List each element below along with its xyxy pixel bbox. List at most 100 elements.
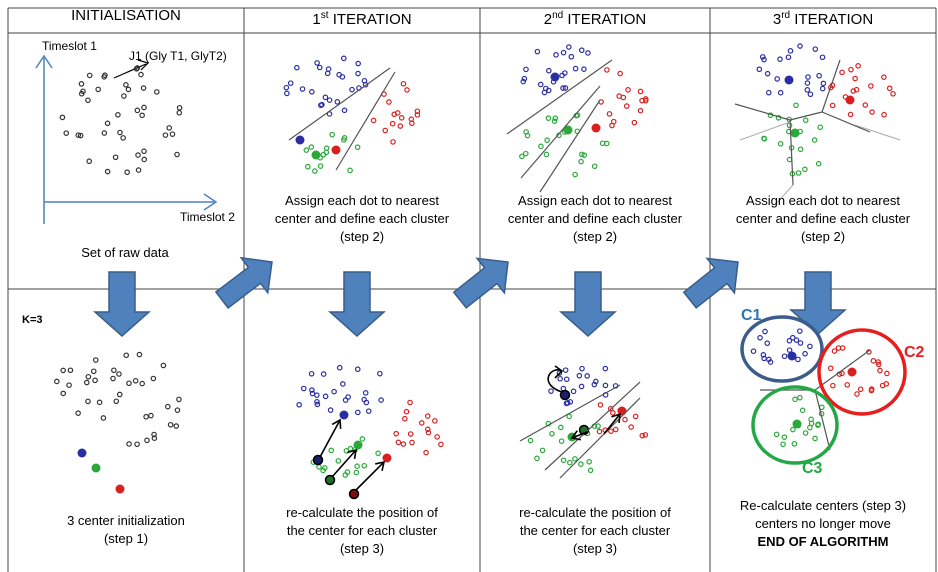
diagonal-block-arrow [214,256,273,310]
raw-data-point [67,367,74,374]
raw-data-point [160,362,167,369]
red-point [869,109,875,115]
block-arrows [93,256,847,338]
blue-point [797,340,804,346]
blue-point [320,371,327,377]
red-point [382,127,388,134]
blue-point [542,85,549,92]
cluster-boundary-line [734,103,791,121]
cluster-label-c1: C1 [741,307,762,324]
blue-point [520,78,527,85]
green-point [305,163,311,170]
header-iteration-2-sup: nd [552,10,564,21]
raw-data-point [110,375,116,382]
blue-point [296,401,302,408]
green-point [549,430,555,437]
blue-point [756,66,763,73]
blue-point [326,97,333,103]
red-point [391,111,398,118]
raw-data-point [59,114,66,121]
red-point [390,139,396,145]
red-point [857,386,864,393]
k-label: K=3 [22,314,43,326]
green-point [797,394,803,401]
cluster-boundary-line [814,349,871,391]
red-point [432,418,438,424]
red-point [400,441,407,447]
green-point [343,448,350,454]
raw-data-point [120,135,126,141]
cluster-center [77,448,87,458]
green-point [792,396,798,403]
blue-point [336,364,343,371]
red-point [835,345,842,351]
cluster-center [353,440,363,450]
blue-point [556,370,563,376]
red-point [628,424,634,430]
cluster-center [847,367,857,377]
raw-data-point [126,380,132,387]
blue-point [340,381,346,387]
table-grid [7,7,937,572]
green-point [793,102,799,109]
blue-point [797,43,803,49]
recalc-caption-it2-line1: re-calculate the position of [519,505,671,520]
red-point [847,111,854,118]
raw-data-point [75,132,82,138]
green-point [312,168,318,174]
red-point [625,87,631,93]
red-point [616,93,622,99]
raw-data-point [176,104,183,111]
blue-point [314,401,321,408]
raw-data-point [96,399,103,406]
recalc-caption-it2-line2: the center for each cluster [519,523,671,538]
blue-point [341,107,348,114]
green-point [799,407,806,414]
blue-point [562,85,569,91]
red-point [637,88,644,95]
header-iteration-2-text: ITERATION [563,11,647,28]
red-point [424,413,431,419]
raw-data-point [126,441,132,447]
green-point [595,423,601,429]
blue-point [299,86,306,92]
raw-data-point [141,148,147,155]
red-point [414,108,421,115]
cluster-center [382,453,392,463]
raw-data-point [83,379,90,386]
green-point [524,132,531,139]
blue-point [568,53,575,60]
final-caption-line3: END OF ALGORITHM [757,534,889,549]
blue-point [322,393,329,400]
red-point [884,370,890,377]
blue-point [781,353,788,360]
blue-point [287,80,294,86]
red-point [418,420,425,426]
red-point [839,370,845,377]
assign-caption-it1-line2: center and define each cluster [274,211,450,226]
raw-data-point [123,82,129,88]
raw-data-point [54,378,60,385]
green-point [795,170,802,176]
center-stay-loop-head [554,365,564,379]
blue-point [324,70,331,77]
red-point [848,66,854,73]
red-point [642,96,649,102]
cluster-center [91,463,101,473]
red-point [881,111,887,118]
raw-data-point [144,437,150,444]
cluster-boundary-line [539,99,601,193]
raw-data-point [135,152,141,158]
blue-point [764,70,771,77]
green-point [316,464,322,470]
green-point [308,144,315,150]
cluster-boundary-line [821,111,871,133]
scatter-layer [54,43,896,500]
red-point [409,120,415,127]
green-point [587,467,594,474]
x-axis-label: Timeslot 2 [180,210,235,224]
green-point [347,167,353,174]
red-point [434,434,440,440]
blue-point [585,50,591,56]
blue-point [760,352,767,358]
